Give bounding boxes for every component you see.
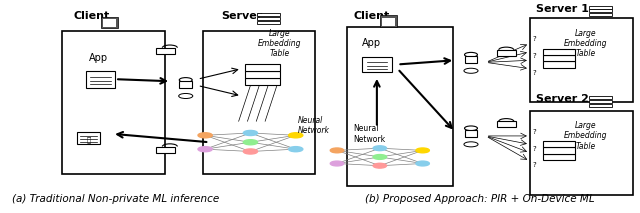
Circle shape — [198, 133, 212, 138]
Bar — [380, 16, 397, 27]
Text: ?: ? — [532, 145, 536, 151]
Bar — [257, 21, 280, 24]
Circle shape — [243, 140, 257, 145]
Circle shape — [416, 161, 429, 166]
Bar — [257, 17, 280, 20]
Circle shape — [416, 148, 429, 153]
Circle shape — [373, 163, 387, 168]
Bar — [156, 147, 175, 153]
Circle shape — [179, 78, 192, 82]
Bar — [204, 31, 315, 174]
Circle shape — [179, 94, 193, 98]
Bar — [156, 48, 175, 54]
Text: 👤: 👤 — [86, 137, 91, 143]
Circle shape — [464, 68, 478, 73]
Text: Server 2: Server 2 — [536, 94, 589, 104]
Bar — [497, 121, 516, 127]
Text: (b) Proposed Approach: PIR + On-Device ML: (b) Proposed Approach: PIR + On-Device M… — [365, 194, 595, 204]
Bar — [86, 71, 115, 88]
Circle shape — [465, 126, 477, 131]
Circle shape — [330, 148, 344, 153]
Bar — [244, 65, 280, 72]
Text: ?: ? — [532, 162, 536, 168]
Bar — [179, 81, 192, 88]
Text: ?: ? — [532, 36, 536, 42]
Bar — [589, 96, 612, 99]
Text: ?: ? — [532, 70, 536, 76]
Circle shape — [330, 161, 344, 166]
Circle shape — [465, 52, 477, 57]
Bar — [589, 13, 612, 16]
Bar — [543, 61, 575, 68]
Text: Large
Embedding
Table: Large Embedding Table — [564, 121, 607, 151]
Bar — [543, 147, 575, 154]
Text: App: App — [89, 53, 108, 63]
Bar — [465, 130, 477, 137]
Bar — [348, 27, 453, 186]
Bar — [244, 72, 280, 78]
Text: Neural
Network: Neural Network — [353, 124, 385, 144]
Text: ?: ? — [532, 53, 536, 59]
Bar — [543, 154, 575, 160]
Bar — [543, 141, 575, 147]
Bar — [589, 104, 612, 107]
Bar — [362, 57, 392, 72]
Bar — [257, 13, 280, 16]
Text: ?: ? — [532, 129, 536, 135]
Bar — [244, 78, 280, 85]
Text: App: App — [362, 38, 381, 48]
Bar — [543, 55, 575, 61]
Text: Client: Client — [74, 11, 110, 21]
Circle shape — [198, 147, 212, 152]
Bar — [530, 18, 633, 102]
Circle shape — [373, 146, 387, 151]
Text: (a) Traditional Non-private ML inference: (a) Traditional Non-private ML inference — [12, 194, 219, 204]
Circle shape — [243, 149, 257, 154]
Text: Client: Client — [353, 11, 390, 21]
Circle shape — [373, 155, 387, 159]
Circle shape — [464, 142, 478, 147]
Bar — [101, 17, 118, 28]
Bar — [543, 49, 575, 55]
Bar — [497, 50, 516, 56]
Bar — [589, 100, 612, 103]
Text: Server 1: Server 1 — [536, 4, 589, 14]
Bar — [382, 18, 396, 26]
Circle shape — [289, 133, 303, 138]
Circle shape — [289, 147, 303, 152]
Text: Server: Server — [221, 11, 262, 21]
Bar — [589, 6, 612, 9]
Bar — [465, 56, 477, 63]
Circle shape — [243, 130, 257, 135]
Text: Large
Embedding
Table: Large Embedding Table — [258, 29, 301, 58]
Bar — [530, 111, 633, 195]
Bar — [77, 132, 100, 144]
Bar — [102, 19, 116, 27]
Text: Large
Embedding
Table: Large Embedding Table — [564, 29, 607, 58]
Bar — [62, 31, 165, 174]
Text: Neural
Network: Neural Network — [298, 116, 330, 135]
Bar — [589, 10, 612, 13]
